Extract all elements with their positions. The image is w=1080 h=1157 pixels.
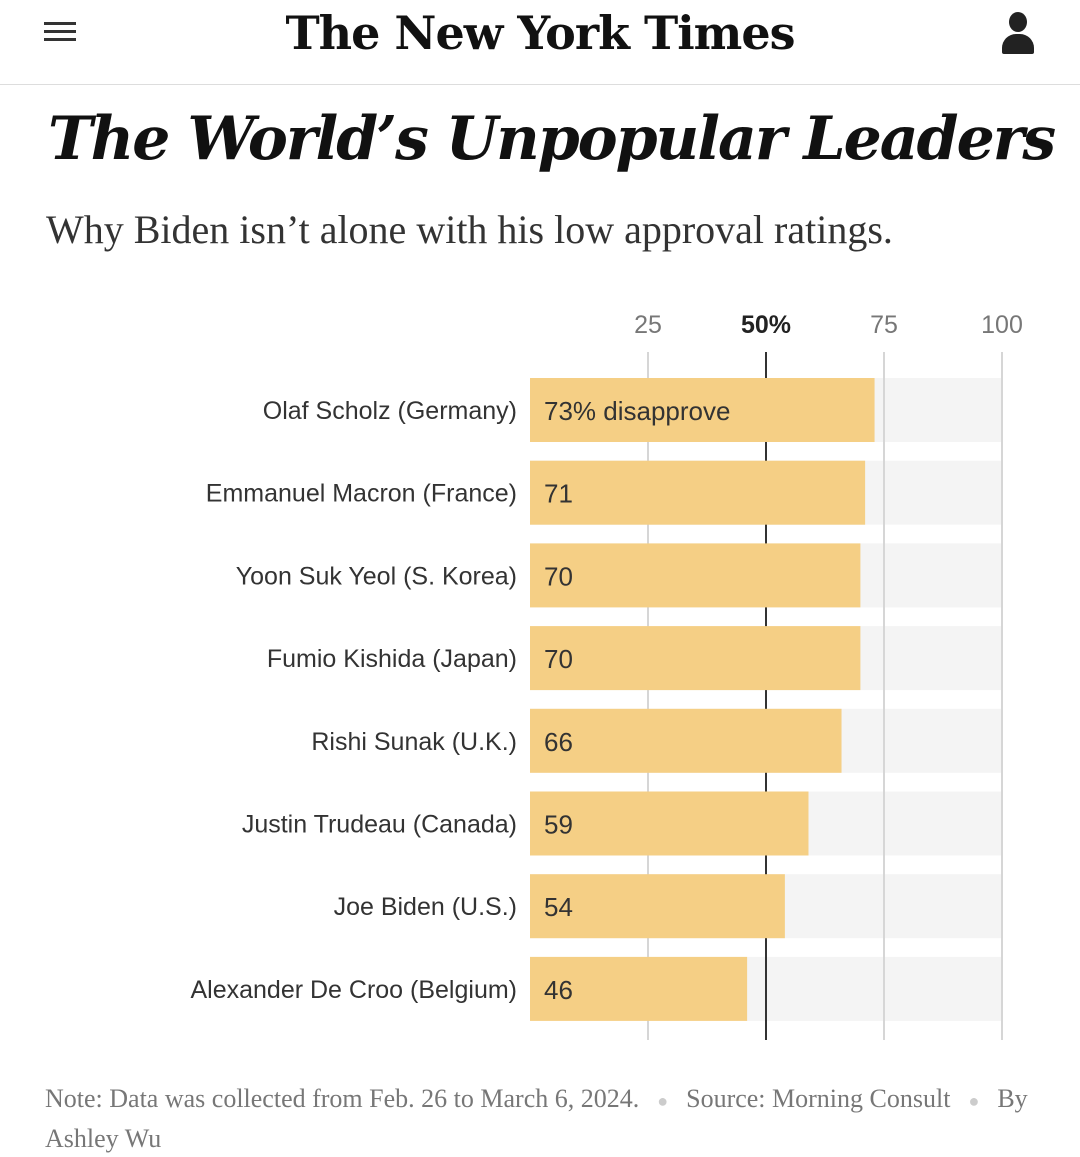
bar-value-label: 59 (544, 810, 573, 840)
x-tick-label: 100 (981, 311, 1023, 339)
bar (530, 378, 875, 442)
nyt-logo[interactable]: The New York Times (285, 6, 795, 60)
note-text: Note: Data was collected from Feb. 26 to… (45, 1084, 640, 1113)
bar (530, 543, 861, 608)
bar-value-label: 71 (544, 479, 573, 509)
bar-value-label: 46 (544, 975, 573, 1005)
site-header: The New York Times (0, 0, 1080, 85)
source-text: Source: Morning Consult (686, 1084, 951, 1113)
category-label: Joe Biden (U.S.) (334, 893, 517, 921)
category-label: Justin Trudeau (Canada) (242, 811, 517, 839)
article-title: The World’s Unpopular Leaders (48, 104, 1056, 174)
byline: By Ashley Wu (45, 1084, 1028, 1153)
hamburger-menu-icon[interactable] (44, 22, 76, 46)
category-label: Emmanuel Macron (France) (206, 480, 517, 508)
x-tick-label: 50% (741, 311, 791, 339)
separator-dot: ● (657, 1091, 669, 1111)
category-label: Alexander De Croo (Belgium) (190, 976, 517, 1004)
chart-footnote: Note: Data was collected from Feb. 26 to… (45, 1080, 1035, 1157)
bar-value-label: 54 (544, 892, 573, 922)
bar-value-label: 70 (544, 561, 573, 591)
separator-dot: ● (968, 1091, 980, 1111)
bar (530, 874, 785, 939)
category-label: Olaf Scholz (Germany) (263, 397, 517, 425)
bar-value-label: 66 (544, 727, 573, 757)
bar (530, 791, 809, 856)
category-label: Yoon Suk Yeol (S. Korea) (236, 562, 517, 590)
user-icon[interactable] (1000, 12, 1036, 56)
bar (530, 460, 866, 525)
bar (530, 956, 748, 1021)
bar-chart: 25 50% 75 100 Olaf Scholz (Germany) 73% disap… (190, 311, 1023, 1040)
bar-value-label: 73% disapprove (544, 396, 730, 426)
bar-value-label: 70 (544, 644, 573, 674)
x-tick-label: 75 (870, 311, 898, 339)
bar (530, 626, 861, 691)
bar (530, 708, 842, 773)
category-label: Rishi Sunak (U.K.) (311, 728, 517, 756)
x-tick-label: 25 (634, 311, 662, 339)
category-label: Fumio Kishida (Japan) (267, 645, 517, 673)
article-subtitle: Why Biden isn’t alone with his low appro… (46, 207, 893, 252)
